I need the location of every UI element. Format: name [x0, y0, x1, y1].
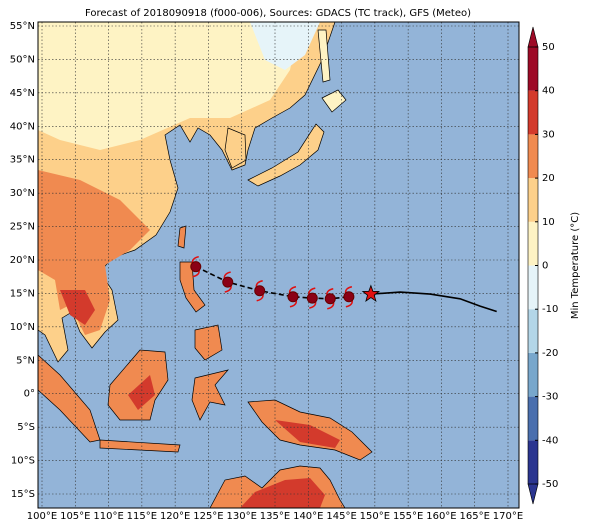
colorbar-tick-label: -40	[542, 435, 558, 446]
colorbar-label: Min Temperature (°C)	[570, 212, 581, 319]
land-north	[38, 22, 300, 150]
colorbar-tick-label: 40	[542, 86, 555, 97]
colorbar-bin	[528, 352, 538, 397]
lat-label: 5°N	[16, 355, 35, 366]
colorbar-tick-label: 50	[542, 42, 555, 53]
land-borneo	[107, 349, 169, 421]
lon-label: 125°E	[193, 511, 223, 522]
colorbar-tick-label: 20	[542, 173, 555, 184]
colorbar-tick-label: -20	[542, 348, 558, 359]
tc-track	[190, 255, 497, 313]
forecast-point	[222, 276, 234, 288]
colorbar-bin	[528, 221, 538, 266]
lon-label: 105°E	[60, 511, 90, 522]
forecast-point	[343, 291, 355, 303]
lon-label: 160°E	[426, 511, 456, 522]
land-sumatra	[38, 354, 101, 443]
lon-label: 165°E	[460, 511, 490, 522]
colorbar-bin	[528, 309, 538, 353]
map-title: Forecast of 2018090918 (f000-006), Sourc…	[85, 8, 471, 19]
colorbar-tick-label: 0	[542, 261, 548, 272]
lat-label: 5°S	[17, 422, 35, 433]
lat-label: 10°N	[10, 322, 35, 333]
map-frame	[37, 21, 520, 509]
land-korea	[224, 127, 247, 169]
colorbar-tick-label: -30	[542, 392, 558, 403]
forecast-point	[190, 261, 202, 273]
lon-label: 110°E	[93, 511, 123, 522]
lon-label: 130°E	[227, 511, 257, 522]
lon-label: 155°E	[393, 511, 423, 522]
lat-label: 15°N	[10, 288, 35, 299]
axis-labels: 100°E 105°E 110°E 115°E 120°E 125°E 130°E 135°E…	[10, 21, 523, 522]
colorbar-extend-top	[527, 26, 539, 48]
lat-label: 30°N	[10, 188, 35, 199]
land-sulawesi	[191, 369, 229, 421]
colorbar-tick-label: -50	[542, 479, 558, 490]
colorbar-bin	[528, 134, 538, 179]
lat-label: 55°N	[10, 21, 35, 32]
lat-label: 10°S	[11, 456, 35, 467]
lat-label: 45°N	[10, 88, 35, 99]
lon-label: 140°E	[293, 511, 323, 522]
lon-label: 150°E	[360, 511, 390, 522]
lon-label: 120°E	[160, 511, 190, 522]
forecast-point	[254, 285, 266, 297]
lon-label: 115°E	[127, 511, 157, 522]
colorbar-extend-bottom	[527, 483, 539, 505]
lat-label: 15°S	[11, 489, 35, 500]
land-java	[99, 439, 181, 453]
past-track	[370, 291, 497, 313]
land-sakhalin	[317, 29, 331, 83]
map-area	[38, 22, 519, 508]
lat-label: 25°N	[10, 222, 35, 233]
lon-label: 100°E	[27, 511, 57, 522]
colorbar: -50 -40 -30 -20 -10 0 10 20 30 40 50 Min Temperatur…	[527, 26, 581, 505]
land-japan	[247, 123, 325, 187]
lat-label: 50°N	[10, 54, 35, 65]
colorbar-tick-label: 30	[542, 129, 555, 140]
lat-label: 35°N	[10, 155, 35, 166]
forecast-point	[324, 293, 336, 305]
colorbar-tick-label: -10	[542, 304, 558, 315]
colorbar-bin	[528, 178, 538, 222]
colorbar-bin	[528, 440, 538, 484]
lat-label: 0°	[24, 389, 35, 400]
land-mindanao	[194, 324, 223, 361]
current-position	[361, 284, 381, 302]
land-taiwan	[177, 225, 187, 249]
colorbar-bin	[528, 47, 538, 91]
graticule	[38, 22, 519, 508]
land-aus-hot	[240, 478, 325, 508]
lat-label: 40°N	[10, 121, 35, 132]
lon-label: 170°E	[493, 511, 523, 522]
forecast-point	[306, 292, 318, 304]
colorbar-tick-label: 10	[542, 217, 555, 228]
land-hot	[60, 290, 95, 325]
land-borneo-hot	[128, 375, 155, 410]
colorbar-bin	[528, 90, 538, 135]
forecast-point	[287, 291, 299, 303]
lon-label: 135°E	[260, 511, 290, 522]
lat-label: 20°N	[10, 255, 35, 266]
lon-label: 145°E	[326, 511, 356, 522]
colorbar-bin	[528, 265, 538, 310]
colorbar-bin	[528, 396, 538, 441]
land-cold	[250, 22, 320, 70]
